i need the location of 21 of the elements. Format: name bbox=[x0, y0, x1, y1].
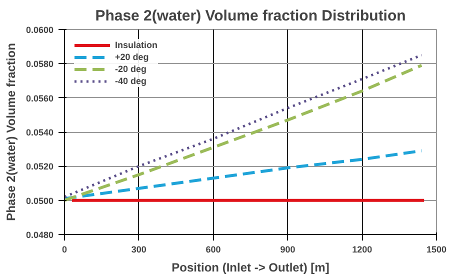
y-tick-label: 0.0480 bbox=[26, 230, 54, 240]
y-axis-title: Phase 2(water) Volume fraction bbox=[4, 43, 18, 221]
y-tick-label: 0.0500 bbox=[26, 196, 54, 206]
y-tick-label: 0.0580 bbox=[26, 59, 54, 70]
x-tick-label: 600 bbox=[206, 244, 221, 254]
x-tick-label: 300 bbox=[131, 244, 146, 254]
x-tick-label: 1200 bbox=[352, 244, 372, 254]
legend-label: Insulation bbox=[115, 39, 158, 51]
legend-label: -40 deg bbox=[115, 75, 147, 87]
y-tick-label: 0.0520 bbox=[26, 162, 54, 172]
x-tick-label: 0 bbox=[62, 244, 68, 254]
y-tick-label: 0.0600 bbox=[26, 25, 54, 35]
x-tick-label: 900 bbox=[280, 244, 296, 254]
x-tick-label: 1500 bbox=[426, 244, 447, 254]
chart-title: Phase 2(water) Volume fraction Distribution bbox=[95, 8, 406, 24]
x-axis-title: Position (Inlet -> Outlet) [m] bbox=[172, 260, 330, 274]
legend-label: -20 deg bbox=[115, 63, 147, 75]
line-series bbox=[64, 149, 424, 200]
legend-label: +20 deg bbox=[115, 51, 149, 63]
y-tick-label: 0.0560 bbox=[26, 93, 54, 104]
y-tick-label: 0.0540 bbox=[26, 128, 54, 138]
